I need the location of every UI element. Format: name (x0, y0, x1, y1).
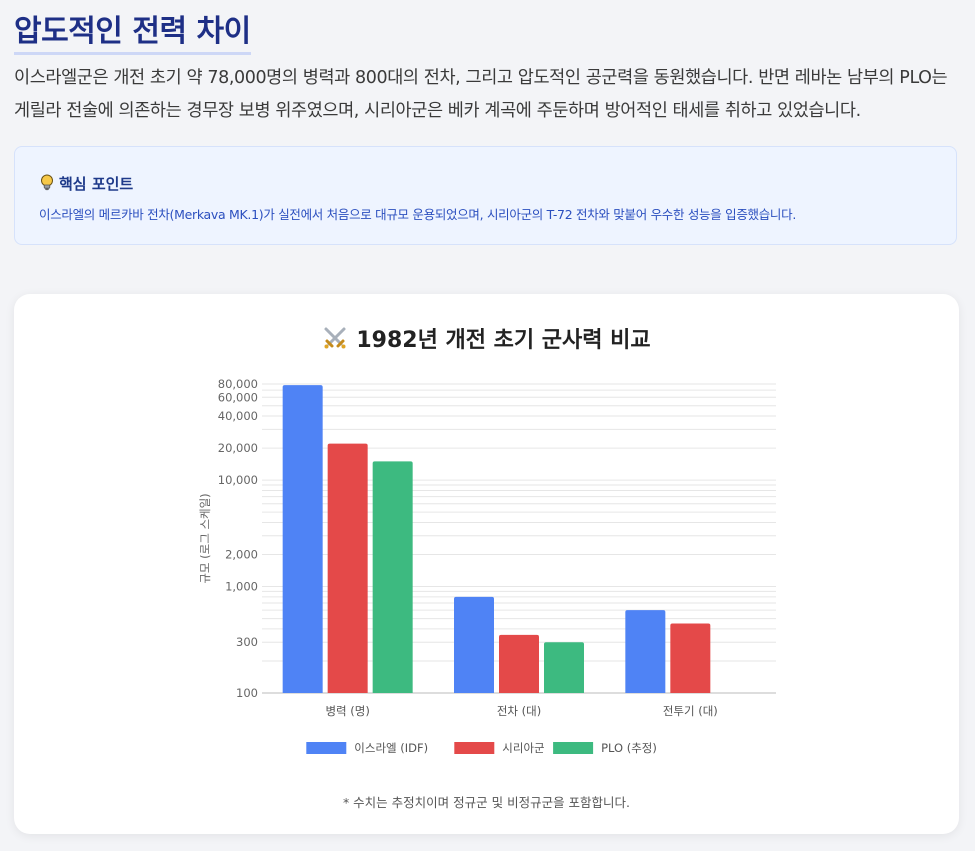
intro-paragraph: 이스라엘군은 개전 초기 약 78,000명의 병력과 800대의 전차, 그리… (14, 68, 948, 121)
y-tick-label: 100 (236, 686, 258, 700)
y-tick-label: 60,000 (218, 390, 258, 404)
x-tick-label: 전투기 (대) (663, 704, 718, 718)
legend-label: 이스라엘 (IDF) (354, 741, 428, 755)
page-title: 압도적인 전력 차이 (14, 6, 251, 55)
key-point-callout: 핵심 포인트 이스라엘의 메르카바 전차(Merkava MK.1)가 실전에서… (14, 146, 957, 245)
x-tick-label: 병력 (명) (325, 704, 369, 718)
crossed-swords-icon (324, 327, 346, 349)
legend-swatch (306, 742, 347, 754)
lightbulb-icon (41, 174, 53, 191)
bar (454, 596, 494, 693)
y-tick-label: 20,000 (218, 441, 258, 455)
legend-label: 시리아군 (502, 741, 544, 755)
chart-card: 1982년 개전 초기 군사력 비교 100 300 1,000 2,000 10,00… (14, 294, 959, 834)
bar (282, 385, 323, 693)
y-tick-label: 40,000 (218, 409, 258, 423)
callout-text: 이스라엘의 메르카바 전차(Merkava MK.1)가 실전에서 처음으로 대… (39, 207, 796, 222)
y-tick-label: 1,000 (225, 580, 258, 594)
y-tick-label: 300 (236, 635, 258, 649)
legend-swatch (553, 742, 594, 754)
y-tick-label: 80,000 (218, 377, 258, 391)
legend-label: PLO (추정) (601, 741, 657, 755)
bar (372, 461, 413, 693)
chart-footnote: * 수치는 추정치이며 정규군 및 비정규군을 포함합니다. (342, 795, 631, 810)
y-axis-title: 규모 (로그 스케일) (198, 493, 212, 583)
y-tick-label: 10,000 (218, 473, 258, 487)
x-tick-label: 전차 (대) (497, 704, 541, 718)
legend-swatch (454, 742, 495, 754)
chart-title-row: 1982년 개전 초기 군사력 비교 (14, 322, 959, 354)
bar (625, 610, 666, 693)
callout-title: 핵심 포인트 (59, 175, 134, 193)
bar (544, 642, 584, 693)
chart-title: 1982년 개전 초기 군사력 비교 (356, 328, 651, 353)
y-tick-label: 2,000 (225, 548, 258, 562)
bar (499, 634, 539, 693)
bar (327, 443, 368, 693)
bar-chart: 100 300 1,000 2,000 10,000 20,000 40,000 60,000… (198, 377, 776, 755)
callout-heading: 핵심 포인트 (39, 173, 133, 194)
bar (670, 623, 711, 693)
